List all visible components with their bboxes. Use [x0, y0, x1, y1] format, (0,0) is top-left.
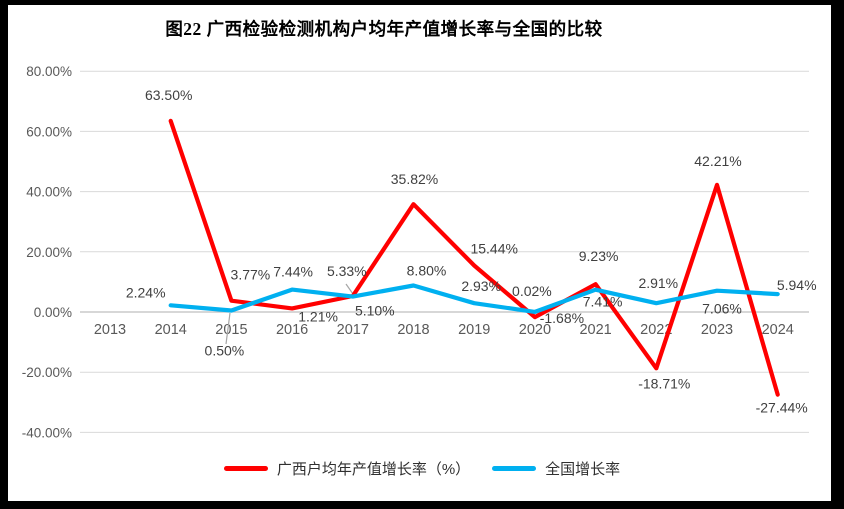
data-label-guangxi: 35.82%: [391, 171, 438, 187]
x-tick-label: 2016: [276, 322, 308, 338]
legend-item-national: 全国增长率: [492, 458, 620, 479]
data-label-national: 2.91%: [638, 275, 678, 291]
data-label-guangxi: -1.68%: [540, 310, 584, 326]
y-tick-label: 0.00%: [34, 305, 72, 320]
label-leader-line: [225, 312, 231, 345]
legend-label-guangxi: 广西户均年产值增长率（%）: [276, 461, 471, 478]
data-label-national: 2.24%: [126, 284, 166, 300]
legend-line-swatch-red: [223, 466, 268, 471]
data-label-guangxi: 5.33%: [327, 263, 367, 279]
x-tick-label: 2022: [640, 322, 672, 338]
y-tick-label: 60.00%: [26, 124, 72, 139]
y-tick-label: 20.00%: [26, 245, 72, 260]
x-tick-label: 2024: [762, 322, 794, 338]
data-label-national: 5.10%: [355, 303, 395, 319]
chart-legend: 广西户均年产值增长率（%） 全国增长率: [0, 458, 844, 479]
chart-title: 图22 广西检验检测机构户均年产值增长率与全国的比较: [165, 19, 603, 39]
data-label-guangxi: 63.50%: [145, 87, 192, 103]
data-label-national: 8.80%: [407, 263, 447, 279]
y-tick-label: 40.00%: [26, 185, 72, 200]
data-label-national: 7.06%: [702, 301, 742, 317]
data-label-national: 2.93%: [461, 278, 501, 294]
label-leader-line: [345, 283, 354, 295]
x-tick-label: 2015: [215, 322, 247, 338]
y-tick-label: -20.00%: [22, 365, 72, 380]
data-label-guangxi: 15.44%: [470, 241, 517, 257]
x-tick-label: 2013: [94, 322, 126, 338]
legend-label-national: 全国增长率: [545, 461, 621, 478]
series-line-national: [168, 283, 780, 314]
data-label-national: 7.41%: [583, 294, 623, 310]
data-label-national: 0.50%: [205, 342, 245, 358]
data-label-guangxi: 3.77%: [231, 267, 271, 283]
data-label-national: 5.94%: [777, 277, 817, 293]
x-tick-label: 2018: [397, 322, 429, 338]
data-label-national: 0.02%: [512, 283, 552, 299]
x-tick-label: 2014: [155, 322, 187, 338]
x-tick-label: 2017: [337, 322, 369, 338]
x-tick-label: 2023: [701, 322, 733, 338]
data-label-guangxi: -27.44%: [756, 400, 808, 416]
y-tick-label: 80.00%: [26, 64, 72, 79]
y-tick-label: -40.00%: [22, 425, 72, 440]
data-label-guangxi: 1.21%: [298, 308, 338, 324]
series-line-guangxi: [168, 118, 780, 397]
x-tick-label: 2019: [458, 322, 490, 338]
data-label-guangxi: 42.21%: [694, 153, 741, 169]
data-label-national: 7.44%: [273, 264, 313, 280]
x-tick-label: 2020: [519, 322, 551, 338]
legend-item-guangxi: 广西户均年产值增长率（%）: [223, 458, 471, 479]
legend-line-swatch-blue: [492, 466, 537, 471]
data-label-guangxi: -18.71%: [638, 375, 690, 391]
data-label-guangxi: 9.23%: [579, 248, 619, 264]
x-tick-label: 2021: [579, 322, 611, 338]
